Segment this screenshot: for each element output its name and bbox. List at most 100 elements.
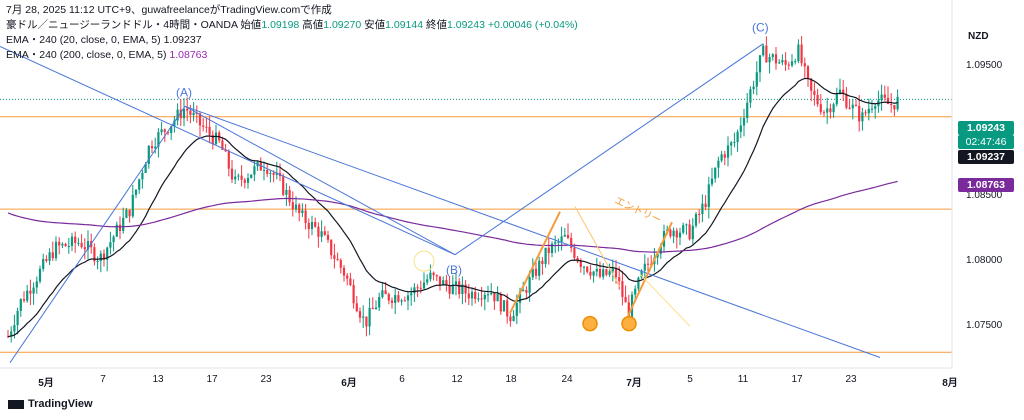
candle-body xyxy=(688,224,691,240)
candle-body xyxy=(758,55,762,73)
tradingview-logo[interactable]: TradingView xyxy=(8,398,93,410)
candle-body xyxy=(570,237,573,248)
candle-body xyxy=(67,245,70,247)
candle-body xyxy=(640,270,643,278)
candle-body xyxy=(118,224,122,232)
candle-body xyxy=(310,221,314,229)
candle-body xyxy=(307,222,310,229)
close-label: 終値 xyxy=(425,19,447,31)
candle-body xyxy=(499,293,502,312)
trend-lines xyxy=(0,43,881,363)
candle-body xyxy=(557,241,560,243)
price-tick-label: 1.08500 xyxy=(966,190,1003,202)
candle-body xyxy=(522,290,525,292)
candle-body xyxy=(35,281,38,288)
candle-body xyxy=(480,298,483,300)
fib-line xyxy=(574,206,621,288)
candle-body xyxy=(854,104,858,106)
candle-body xyxy=(346,275,349,279)
candle-body xyxy=(826,108,829,113)
candle-body xyxy=(672,230,675,237)
candle-body xyxy=(698,214,701,216)
candle-body xyxy=(467,293,470,299)
candle-body xyxy=(224,149,227,152)
candle-body xyxy=(51,252,54,259)
candle-body xyxy=(646,263,650,265)
candle-body xyxy=(704,203,707,208)
candle-body xyxy=(813,90,816,95)
candle-body xyxy=(554,242,557,244)
symbol-ohlc-line: 豪ドル／ニュージーランドドル・4時間・OANDA 始値1.09198 高値1.0… xyxy=(6,17,578,32)
candle-body xyxy=(208,126,211,135)
candle-body xyxy=(867,108,870,114)
candle-body xyxy=(106,247,109,260)
candle-body xyxy=(790,61,794,66)
candle-body xyxy=(483,294,486,300)
candle-body xyxy=(515,302,518,316)
candle-body xyxy=(115,224,118,237)
entry-stroke xyxy=(627,221,673,317)
candle-body xyxy=(400,300,403,302)
candle-body xyxy=(336,258,339,261)
candle-body xyxy=(637,277,640,289)
candle-body xyxy=(733,141,736,143)
candle-body xyxy=(352,285,355,304)
candle-body xyxy=(269,173,272,175)
currency-label[interactable]: NZD xyxy=(968,31,989,42)
candle-body xyxy=(490,292,493,295)
candle-body xyxy=(656,253,659,258)
time-tick-label: 18 xyxy=(505,374,517,385)
time-tick-label: 6月 xyxy=(341,378,357,389)
candle-body xyxy=(29,290,32,294)
candle-body xyxy=(390,300,394,303)
candle-body xyxy=(589,271,592,276)
candle-body xyxy=(298,204,301,213)
candle-body xyxy=(768,56,771,63)
candle-body xyxy=(250,174,253,178)
candle-body xyxy=(285,190,288,195)
chart-annotations: (A) (B) (C) エントリー xyxy=(176,20,769,332)
candle-body xyxy=(861,112,864,122)
candle-body xyxy=(784,60,787,65)
candle-body xyxy=(893,105,896,110)
candle-body xyxy=(301,210,304,213)
fib-line xyxy=(639,273,691,327)
candle-body xyxy=(518,291,522,303)
candle-body xyxy=(237,175,240,177)
candle-body xyxy=(803,63,806,67)
candle-body xyxy=(429,272,432,280)
candle-body xyxy=(739,125,742,132)
candle-body xyxy=(470,291,474,299)
candle-body xyxy=(496,293,499,302)
candle-body xyxy=(659,246,662,254)
candle-body xyxy=(355,303,358,312)
candle-body xyxy=(339,260,342,268)
candle-body xyxy=(205,126,208,128)
candle-body xyxy=(426,279,429,283)
candle-body xyxy=(13,325,16,332)
candle-body xyxy=(134,189,138,195)
candle-body xyxy=(746,102,749,118)
candle-body xyxy=(762,45,765,56)
ema200-legend[interactable]: EMA・240 (200, close, 0, EMA, 5) 1.08763 xyxy=(6,47,207,62)
candle-body xyxy=(330,239,333,256)
candle-body xyxy=(368,307,371,327)
candle-body xyxy=(509,316,512,322)
bar-countdown: 02:47:46 xyxy=(958,135,1014,149)
candle-body xyxy=(125,209,128,218)
candle-body xyxy=(864,112,867,114)
candle-body xyxy=(227,151,230,169)
tv-logo-text: TradingView xyxy=(28,398,93,410)
candle-body xyxy=(19,299,22,311)
candle-body xyxy=(771,54,774,57)
ema20-legend[interactable]: EMA・240 (20, close, 0, EMA, 5) 1.09237 xyxy=(6,32,202,47)
candle-body xyxy=(170,126,173,133)
candle-body xyxy=(253,166,256,175)
candle-body xyxy=(608,271,611,275)
candle-body xyxy=(851,104,854,109)
candle-body xyxy=(246,177,250,183)
candle-body xyxy=(102,253,106,260)
candle-body xyxy=(211,134,214,145)
candle-body xyxy=(189,110,192,116)
